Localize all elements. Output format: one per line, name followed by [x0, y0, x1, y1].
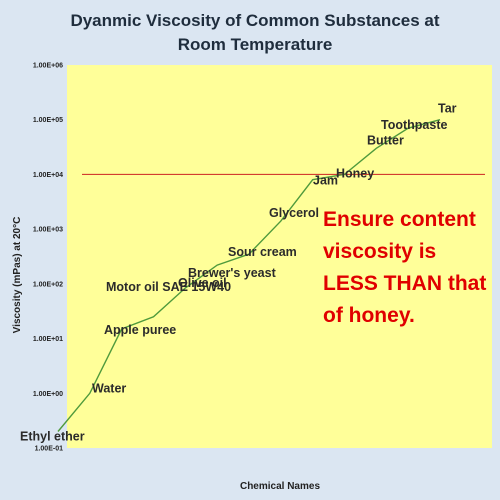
point-label: Jam	[313, 174, 338, 188]
annotation-line: of honey.	[323, 304, 415, 327]
point-label: Honey	[336, 166, 374, 180]
point-label: Butter	[367, 133, 404, 147]
point-label: Glycerol	[269, 206, 319, 220]
y-tick-label: 1.00E+00	[33, 391, 63, 398]
x-axis-label: Chemical Names	[240, 481, 320, 492]
point-label: Sour cream	[228, 245, 297, 259]
point-label: Motor oil SAE 15W40	[106, 280, 231, 294]
annotation-line: LESS THAN that	[323, 272, 486, 295]
series-line	[57, 119, 441, 432]
annotation-line: Ensure content	[323, 208, 476, 231]
point-label: Ethyl ether	[20, 430, 85, 444]
honey-annotation: Ensure content viscosity is LESS THAN that…	[323, 208, 486, 327]
point-label: Brewer's yeast	[188, 266, 277, 280]
plot-area	[67, 65, 492, 448]
point-label: Tar	[438, 102, 457, 116]
y-tick-label: 1.00E+01	[33, 336, 63, 343]
point-labels: Ethyl ether Water Apple puree Motor oil SAE…	[20, 102, 457, 444]
y-tick-label: 1.00E+03	[33, 227, 63, 234]
y-tick-label: 1.00E+05	[33, 117, 63, 124]
y-axis-label: Viscosity (mPas) at 20°C	[12, 217, 23, 334]
point-label: Olive oil	[178, 276, 227, 290]
point-label: Toothpaste	[381, 118, 447, 132]
y-tick-label: 1.00E-01	[35, 446, 64, 453]
y-tick-label: 1.00E+06	[33, 63, 63, 70]
point-label: Apple puree	[104, 323, 176, 337]
y-tick-label: 1.00E+02	[33, 281, 63, 288]
y-tick-label: 1.00E+04	[33, 172, 63, 179]
annotation-line: viscosity is	[323, 240, 436, 263]
point-label: Water	[92, 381, 126, 395]
chart-title-line-1: Dyanmic Viscosity of Common Substances a…	[70, 11, 439, 30]
y-axis-ticks: 1.00E-01 1.00E+00 1.00E+01 1.00E+02 1.00E+03…	[33, 63, 63, 453]
chart-title-line-2: Room Temperature	[178, 35, 333, 54]
